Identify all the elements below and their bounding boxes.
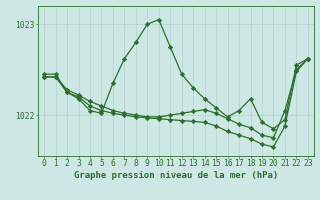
X-axis label: Graphe pression niveau de la mer (hPa): Graphe pression niveau de la mer (hPa) — [74, 171, 278, 180]
